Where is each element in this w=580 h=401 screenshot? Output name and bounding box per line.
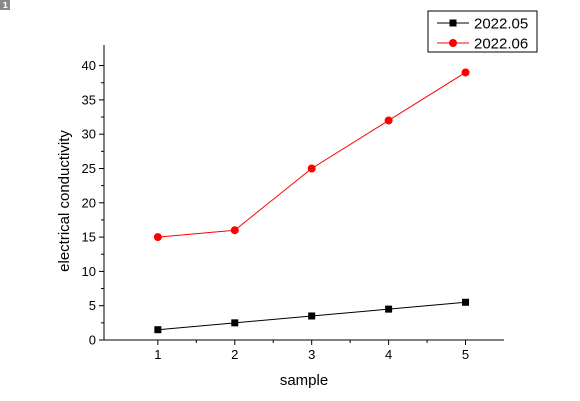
- y-tick-label: 35: [82, 92, 96, 107]
- data-point: [154, 326, 162, 334]
- data-point: [231, 319, 239, 327]
- legend-entry: 2022.06: [437, 36, 528, 53]
- series-2022.06: [153, 68, 470, 242]
- legend-entry: 2022.05: [437, 16, 528, 33]
- legend-entries: 2022.05 2022.06: [437, 16, 528, 53]
- page-badge: [0, 0, 10, 10]
- y-tick-label: 5: [89, 298, 96, 313]
- series-2022.05: [154, 298, 470, 334]
- page-badge-label: 1: [3, 1, 9, 10]
- legend-marker: [449, 19, 457, 27]
- y-tick-label: 25: [82, 161, 96, 176]
- y-axis-title: electrical conductivity: [56, 130, 73, 272]
- y-tick-label: 30: [82, 127, 96, 142]
- y-tick-label: 0: [89, 333, 96, 348]
- legend-box: [427, 10, 538, 53]
- x-tick-label: 2: [231, 347, 238, 362]
- series-line: [157, 72, 466, 238]
- data-point: [384, 116, 393, 125]
- data-point: [462, 298, 470, 306]
- data-point: [307, 164, 316, 173]
- data-point: [230, 226, 239, 235]
- data-point: [153, 233, 162, 242]
- legend-marker: [449, 39, 457, 47]
- x-tick-label: 1: [154, 347, 161, 362]
- x-tick-label: 4: [385, 347, 392, 362]
- x-tick-label: 3: [308, 347, 315, 362]
- legend: 2022.05 2022.06: [427, 10, 538, 53]
- y-tick-label: 10: [82, 264, 96, 279]
- series-layer: [153, 68, 470, 334]
- y-tick-label: 40: [82, 58, 96, 73]
- y-tick-label: 20: [82, 195, 96, 210]
- legend-label: 2022.06: [474, 36, 528, 53]
- x-tick-label: 5: [462, 347, 469, 362]
- y-ticks: 0 5 10 15 20 25 30 35 40: [82, 58, 104, 348]
- y-tick-label: 15: [82, 230, 96, 245]
- data-point: [461, 68, 470, 77]
- axes: [103, 45, 504, 341]
- x-axis-title: sample: [280, 372, 328, 389]
- x-ticks: 1 2 3 4 5: [154, 340, 469, 362]
- data-point: [308, 312, 316, 320]
- legend-label: 2022.05: [474, 16, 528, 33]
- data-point: [385, 305, 393, 313]
